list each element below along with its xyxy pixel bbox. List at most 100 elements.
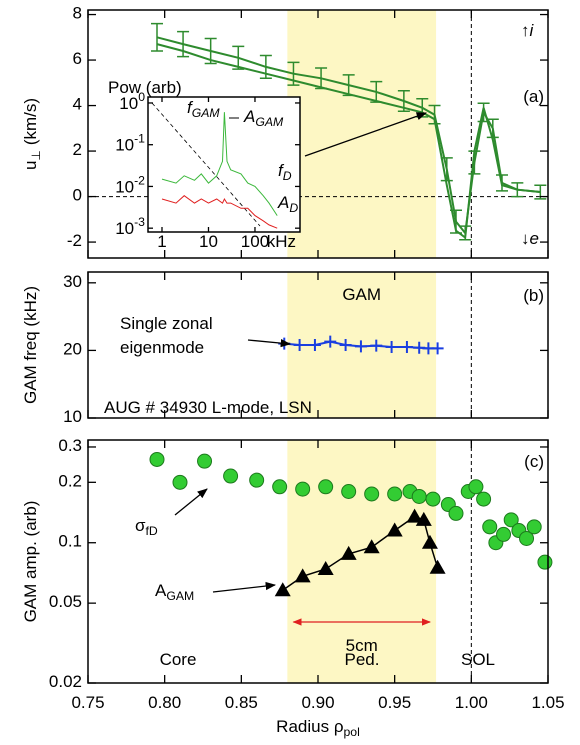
inset-ylabel: Pow (arb) (108, 78, 182, 97)
plus-marker (370, 339, 383, 352)
triangle-marker (415, 511, 432, 526)
circle-marker (537, 554, 553, 570)
pedestal-span (287, 440, 437, 683)
x-tick-label: 1.05 (531, 693, 564, 712)
error-bar (177, 30, 190, 58)
circle-marker (496, 526, 512, 542)
x-tick-label: 1.00 (455, 693, 488, 712)
pedestal-span (287, 10, 437, 258)
frame (147, 96, 301, 233)
pointer-arrow (247, 338, 292, 348)
y-tick-label: 10-1 (115, 132, 145, 155)
plus-marker (293, 339, 306, 351)
plus-marker (308, 339, 321, 351)
series-label: σfD (135, 516, 158, 538)
triangle-marker (429, 559, 446, 574)
y-tick-label: 2 (73, 141, 82, 160)
plus-marker (339, 339, 352, 351)
region-label: SOL (461, 650, 495, 669)
circle-marker (249, 472, 265, 488)
error-bar (151, 22, 163, 52)
series-line (161, 195, 278, 229)
circle-marker (476, 491, 492, 507)
y-tick-label: 30 (63, 272, 82, 291)
series-label: AGAM (155, 581, 194, 603)
circle-marker (503, 512, 519, 528)
y-tick-label: 0.2 (58, 472, 82, 491)
y-tick-label: 10-2 (115, 174, 145, 197)
y-tick-label: 0.3 (58, 436, 82, 455)
plus-marker (324, 335, 337, 348)
annotation: AUG # 34930 L-mode, LSN (104, 398, 312, 417)
x-axis-label: Radius ρpol (276, 717, 360, 739)
y-tick-label: 0.02 (49, 672, 82, 691)
circle-marker (448, 505, 464, 521)
y-tick-label: 8 (73, 4, 82, 23)
inset-xunit: kHz (267, 232, 296, 251)
panel-label: (c) (524, 452, 544, 471)
y-tick-label: 10-3 (115, 215, 145, 238)
circle-marker (482, 519, 498, 535)
circle-marker (149, 451, 165, 467)
x-tick-label: 0.80 (148, 693, 181, 712)
series-label: fD (278, 161, 292, 183)
x-tick-label: 10 (199, 232, 218, 251)
x-tick-label: 0.90 (301, 693, 334, 712)
triangle-marker (386, 522, 403, 537)
region-label: Ped. (345, 650, 380, 669)
annotation: fGAM (187, 98, 220, 120)
circle-marker (272, 479, 288, 495)
panel-label: (a) (523, 87, 544, 106)
x-tick-label: 100 (241, 232, 269, 251)
y-axis-label: GAM freq (kHz) (21, 286, 40, 404)
plus-marker (400, 341, 413, 354)
triangle-marker (340, 545, 357, 560)
annotation: ↑i (521, 21, 535, 40)
circle-marker (341, 483, 357, 499)
series-line (161, 112, 278, 216)
circle-marker (318, 479, 334, 495)
circle-marker (387, 486, 403, 502)
circle-marker (411, 488, 427, 504)
x-tick-label: 0.75 (71, 693, 104, 712)
triangle-marker (406, 508, 423, 523)
span-label: 5cm (346, 636, 378, 655)
triangle-marker (294, 568, 311, 583)
y-axis-label: u⊥ (km/s) (21, 98, 43, 170)
annotation: eigenmode (120, 338, 204, 357)
circle-marker (197, 453, 213, 469)
triangle-marker (363, 539, 380, 554)
circle-marker (425, 491, 441, 507)
y-tick-label: 6 (73, 50, 82, 69)
circle-marker (364, 486, 380, 502)
circle-marker (223, 468, 239, 484)
series-label: AD (277, 193, 298, 215)
plus-marker (431, 342, 444, 355)
y-tick-label: 4 (73, 95, 82, 114)
series-line (282, 515, 439, 591)
x-tick-label: 0.95 (378, 693, 411, 712)
plus-marker (354, 340, 367, 353)
y-tick-label: 10 (63, 407, 82, 426)
plus-marker (385, 341, 398, 354)
y-axis-label: GAM amp. (arb) (21, 501, 40, 623)
triangle-marker (317, 560, 334, 575)
y-tick-label: -2 (67, 232, 82, 251)
pointer-arrow (212, 581, 277, 593)
circle-marker (519, 530, 535, 546)
trend-line (151, 102, 261, 227)
annotation: ↓e (521, 229, 539, 248)
annotation: Single zonal (120, 314, 213, 333)
x-tick-label: 1 (157, 232, 166, 251)
y-tick-label: 0.05 (49, 593, 82, 612)
y-tick-label: 20 (63, 340, 82, 359)
panel-label: (b) (523, 286, 544, 305)
y-tick-label: 0 (73, 186, 82, 205)
pointer-arrow (304, 112, 427, 157)
circle-marker (526, 519, 542, 535)
region-label: Core (160, 650, 197, 669)
x-tick-label: 0.85 (225, 693, 258, 712)
pointer-arrow (174, 488, 208, 516)
